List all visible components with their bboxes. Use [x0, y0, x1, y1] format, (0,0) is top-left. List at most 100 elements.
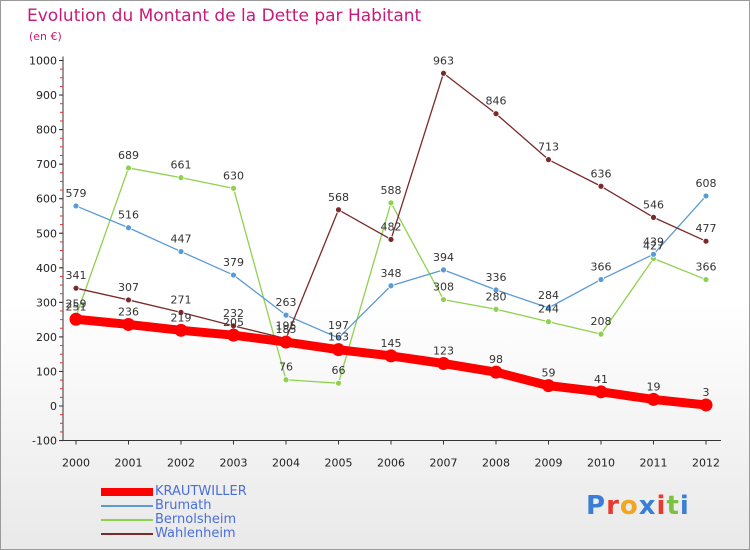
- x-tick-label: 2007: [430, 457, 458, 470]
- chart-subtitle: (en €): [29, 30, 62, 43]
- data-point-bernolsheim: [597, 330, 605, 338]
- data-point-brumath: [387, 282, 395, 290]
- data-label-krautwiller: 236: [118, 305, 139, 318]
- chart-title: Evolution du Montant de la Dette par Hab…: [27, 6, 422, 26]
- data-label-krautwiller: 205: [223, 316, 244, 329]
- data-label-brumath: 394: [433, 251, 454, 264]
- legend-swatch: [101, 488, 153, 496]
- logo-letter: r: [606, 491, 620, 521]
- data-label-brumath: 197: [328, 319, 349, 332]
- data-label-brumath: 336: [486, 271, 507, 284]
- data-point-krautwiller: [384, 349, 398, 363]
- data-label-wahlenheim: 482: [381, 220, 402, 233]
- y-tick-label: 200: [36, 331, 57, 344]
- data-label-bernolsheim: 66: [332, 364, 346, 377]
- x-tick-label: 2011: [640, 457, 668, 470]
- data-label-bernolsheim: 308: [433, 281, 454, 294]
- legend-label: Brumath: [155, 498, 212, 513]
- data-point-brumath: [335, 334, 342, 342]
- data-point-bernolsheim: [387, 199, 395, 207]
- data-label-bernolsheim: 588: [381, 184, 402, 197]
- y-tick-label: 300: [36, 296, 57, 309]
- logo-letter: i: [679, 491, 690, 521]
- data-point-wahlenheim: [597, 182, 605, 190]
- data-label-krautwiller: 41: [594, 373, 608, 386]
- data-label-wahlenheim: 636: [591, 167, 612, 180]
- y-tick-label: 1000: [29, 55, 57, 68]
- series-layer: [69, 69, 713, 412]
- data-point-bernolsheim: [702, 276, 710, 283]
- data-label-bernolsheim: 76: [279, 361, 293, 374]
- data-point-krautwiller: [437, 357, 450, 371]
- data-point-krautwiller: [227, 328, 240, 342]
- x-tick-label: 2005: [325, 457, 353, 470]
- data-label-bernolsheim: 366: [696, 261, 717, 274]
- data-point-brumath: [492, 286, 500, 294]
- legend-item-krautwiller: KRAUTWILLER: [101, 484, 401, 500]
- y-tick-label: 600: [36, 193, 57, 206]
- data-label-brumath: 348: [381, 267, 402, 280]
- data-label-krautwiller: 185: [276, 323, 297, 336]
- data-point-wahlenheim: [177, 308, 185, 316]
- x-tick-label: 2002: [167, 457, 195, 470]
- logo-letter: x: [638, 491, 657, 521]
- y-tick-label: 700: [36, 158, 57, 171]
- data-point-krautwiller: [122, 317, 135, 331]
- data-label-brumath: 263: [276, 296, 297, 309]
- data-point-wahlenheim: [72, 284, 80, 292]
- data-point-krautwiller: [699, 398, 713, 412]
- data-label-krautwiller: 98: [489, 353, 503, 366]
- data-point-krautwiller: [279, 335, 293, 349]
- y-tick-label: 900: [36, 89, 57, 102]
- data-point-brumath: [440, 266, 447, 274]
- legend-swatch: [101, 519, 153, 521]
- data-point-brumath: [177, 248, 185, 255]
- data-point-brumath: [282, 311, 290, 319]
- logo-letter: P: [586, 491, 607, 521]
- x-tick-label: 2001: [115, 457, 143, 470]
- y-tick-label: 800: [36, 124, 57, 137]
- data-label-brumath: 447: [171, 233, 192, 246]
- data-point-brumath: [72, 202, 80, 210]
- data-label-krautwiller: 163: [328, 331, 349, 344]
- data-label-krautwiller: 59: [542, 367, 556, 380]
- logo-letter: o: [619, 491, 639, 521]
- data-point-wahlenheim: [387, 236, 395, 243]
- data-label-bernolsheim: 689: [118, 149, 139, 162]
- logo-letter: i: [656, 491, 667, 521]
- data-label-bernolsheim: 427: [643, 239, 664, 252]
- logo-letter: t: [666, 491, 680, 521]
- data-point-krautwiller: [542, 379, 555, 393]
- data-label-bernolsheim: 208: [591, 315, 612, 328]
- data-label-wahlenheim: 568: [328, 191, 349, 204]
- x-tick-label: 2008: [482, 457, 510, 470]
- data-label-krautwiller: 251: [66, 300, 87, 313]
- data-point-bernolsheim: [230, 184, 237, 192]
- data-label-krautwiller: 19: [647, 380, 661, 393]
- data-label-bernolsheim: 280: [486, 290, 507, 303]
- legend-item-bernolsheim: Bernolsheim: [101, 512, 401, 528]
- legend-item-brumath: Brumath: [101, 498, 401, 514]
- y-tick-label: -100: [32, 435, 57, 448]
- data-point-bernolsheim: [282, 376, 290, 384]
- legend-swatch: [101, 533, 153, 535]
- legend-label: Bernolsheim: [155, 512, 237, 527]
- data-label-wahlenheim: 341: [66, 269, 87, 282]
- data-point-bernolsheim: [125, 164, 132, 172]
- y-tick-label: 100: [36, 365, 57, 378]
- legend-label: KRAUTWILLER: [155, 484, 247, 499]
- data-point-wahlenheim: [125, 296, 132, 304]
- data-point-bernolsheim: [545, 318, 552, 326]
- data-label-wahlenheim: 307: [118, 281, 139, 294]
- data-label-wahlenheim: 477: [696, 222, 717, 235]
- x-tick-label: 2010: [587, 457, 615, 470]
- data-point-krautwiller: [647, 392, 660, 406]
- x-tick-label: 2000: [62, 457, 90, 470]
- data-label-bernolsheim: 259: [66, 298, 87, 311]
- data-point-wahlenheim: [702, 237, 710, 245]
- data-label-krautwiller: 3: [703, 386, 710, 399]
- data-point-brumath: [230, 271, 237, 279]
- proxiti-logo: Proxiti: [586, 491, 690, 521]
